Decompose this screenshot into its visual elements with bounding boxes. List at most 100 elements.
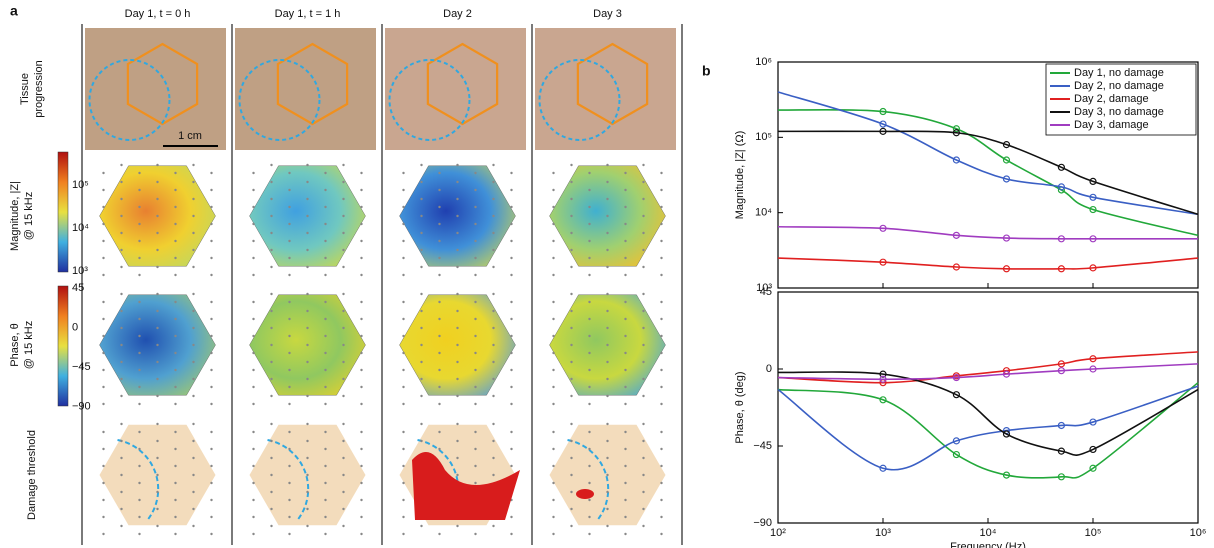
data-point: [952, 263, 960, 271]
y-axis-label: Magnitude, |Z| (Ω): [734, 131, 746, 220]
row-label: Phase, θ: [9, 323, 21, 366]
panel-label: b: [702, 63, 711, 79]
electrode: [420, 180, 423, 184]
electrode: [552, 317, 555, 321]
electrode: [456, 360, 459, 364]
electrode: [570, 473, 573, 477]
electrode: [642, 197, 645, 201]
electrode: [270, 214, 273, 218]
x-tick-label: 10⁵: [1085, 527, 1102, 539]
electrode: [438, 300, 441, 304]
electrode: [492, 180, 495, 184]
electrode: [252, 188, 255, 192]
electrode: [588, 171, 591, 175]
tissue-outline: [238, 59, 321, 141]
electrode: [642, 343, 645, 347]
electrode: [342, 360, 345, 364]
electrode: [156, 163, 159, 167]
electrode: [102, 430, 105, 434]
electrode: [420, 422, 423, 426]
electrode: [474, 256, 477, 260]
electrode: [120, 248, 123, 252]
electrode: [288, 273, 291, 277]
electrode: [156, 326, 159, 330]
electrode: [342, 265, 345, 269]
electrode: [120, 326, 123, 330]
electrode: [642, 326, 645, 330]
electrode: [588, 239, 591, 243]
electrode: [102, 402, 105, 406]
electrode: [138, 334, 141, 338]
electrode: [360, 430, 363, 434]
electrode: [438, 317, 441, 321]
row-label: progression: [33, 60, 45, 117]
electrode: [270, 326, 273, 330]
electrode: [252, 368, 255, 372]
electrode: [270, 343, 273, 347]
electrode: [210, 222, 213, 226]
electrode: [588, 430, 591, 434]
electrode: [606, 507, 609, 511]
electrode: [624, 317, 627, 321]
electrode: [306, 248, 309, 252]
electrode: [306, 473, 309, 477]
electrode: [210, 430, 213, 434]
electrode: [438, 239, 441, 243]
electrode: [456, 248, 459, 252]
electrode: [570, 377, 573, 381]
data-point: [1089, 235, 1097, 243]
electrode: [402, 447, 405, 451]
electrode: [660, 464, 663, 468]
row-label: Tissue: [19, 73, 31, 105]
electrode: [624, 256, 627, 260]
electrode: [120, 473, 123, 477]
electrode: [570, 163, 573, 167]
electrode: [192, 360, 195, 364]
electrode: [588, 481, 591, 485]
electrode: [324, 239, 327, 243]
electrode: [660, 515, 663, 519]
data-point: [952, 437, 960, 445]
electrode: [252, 464, 255, 468]
electrode: [510, 239, 513, 243]
legend-label: Day 2, no damage: [1074, 80, 1164, 92]
x-axis-label: Frequency (Hz): [950, 541, 1026, 548]
electrode: [156, 473, 159, 477]
electrode: [138, 300, 141, 304]
row-label: @ 15 kHz: [23, 321, 35, 369]
electrode: [510, 532, 513, 536]
electrode: [138, 481, 141, 485]
electrode: [492, 292, 495, 296]
electrode: [570, 394, 573, 398]
electrode: [192, 490, 195, 494]
electrode: [420, 343, 423, 347]
electrode: [624, 532, 627, 536]
electrode: [156, 180, 159, 184]
electrode: [252, 498, 255, 502]
legend-box: [1045, 63, 1197, 136]
electrode: [288, 205, 291, 209]
electrode: [438, 334, 441, 338]
electrode: [192, 265, 195, 269]
data-point: [1002, 175, 1011, 183]
electrode: [588, 498, 591, 502]
electrode: [138, 351, 141, 355]
data-point: [952, 231, 960, 239]
electrode: [174, 515, 177, 519]
electrode: [324, 402, 327, 406]
electrode: [552, 385, 555, 389]
electrode: [492, 163, 495, 167]
electrode: [438, 222, 441, 226]
electrode: [324, 368, 327, 372]
electrode: [642, 309, 645, 313]
electrode: [342, 214, 345, 218]
tissue-outline: [388, 59, 471, 141]
electrode: [210, 171, 213, 175]
electrode: [438, 171, 441, 175]
electrode: [138, 532, 141, 536]
electrode: [360, 464, 363, 468]
electrode: [588, 300, 591, 304]
electrode: [102, 317, 105, 321]
plot-frame: [777, 291, 1199, 524]
electrode: [324, 515, 327, 519]
